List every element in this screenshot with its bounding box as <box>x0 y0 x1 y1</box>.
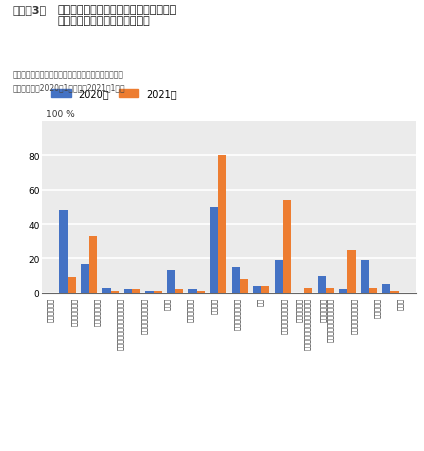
Text: ホテル: ホテル <box>164 298 170 310</box>
Text: リゾート施設: リゾート施設 <box>187 298 194 322</box>
Bar <box>339 290 347 293</box>
Text: 郊外型ショッピングセンター: 郊外型ショッピングセンター <box>117 298 124 350</box>
Bar <box>124 290 132 293</box>
Bar <box>240 280 248 293</box>
Text: 出所：ニッセイ基礎研究所「不動産市況アンケート」: 出所：ニッセイ基礎研究所「不動産市況アンケート」 <box>13 70 124 79</box>
Text: ヘルスケア不動産: ヘルスケア不動産 <box>234 298 241 330</box>
Bar <box>361 261 369 293</box>
Bar <box>261 286 269 293</box>
Text: 賃貸マンション: 賃貸マンション <box>71 298 77 326</box>
Text: 底地: 底地 <box>257 298 264 306</box>
Bar <box>175 290 183 293</box>
Bar <box>253 286 261 293</box>
Text: 都市型商業ビル: 都市型商業ビル <box>94 298 101 326</box>
Bar <box>232 267 240 293</box>
Bar <box>318 276 326 293</box>
Text: 今後、価格上昇や市場拡大が期待できる
セクター（前回調査との比較）: 今後、価格上昇や市場拡大が期待できる セクター（前回調査との比較） <box>57 5 176 26</box>
Bar <box>81 264 89 293</box>
Bar <box>326 288 334 293</box>
Bar <box>145 291 153 293</box>
Bar <box>283 201 291 293</box>
Bar <box>67 278 76 293</box>
Bar <box>103 288 111 293</box>
Bar <box>369 288 377 293</box>
Bar <box>132 290 140 293</box>
Text: 物流施設: 物流施設 <box>211 298 217 313</box>
Bar <box>391 291 399 293</box>
Text: ［図表3］: ［図表3］ <box>13 5 47 14</box>
Bar <box>59 211 67 293</box>
Bar <box>197 291 205 293</box>
Text: 100 %: 100 % <box>46 109 75 118</box>
Text: データセンターなど: データセンターなど <box>281 298 287 334</box>
Text: 海外不動産: 海外不動産 <box>374 298 380 318</box>
Bar <box>189 290 197 293</box>
Text: （調査時点：2020年1月および2021年1月）: （調査時点：2020年1月および2021年1月） <box>13 83 126 92</box>
Bar <box>89 237 97 293</box>
Bar <box>347 250 355 293</box>
Bar <box>275 261 283 293</box>
Bar <box>218 156 226 293</box>
Text: エネルギー関連施設: エネルギー関連施設 <box>351 298 357 334</box>
Text: オフィスビル: オフィスビル <box>47 298 54 322</box>
Text: 産業関連施設
（倉庫・上下水道施設など）: 産業関連施設 （倉庫・上下水道施設など） <box>296 298 310 350</box>
Bar <box>111 291 119 293</box>
Text: アウトレットモール: アウトレットモール <box>141 298 148 334</box>
Bar <box>153 291 162 293</box>
Bar <box>210 207 218 293</box>
Text: その他: その他 <box>397 298 404 310</box>
Bar <box>304 288 312 293</box>
Bar <box>167 271 175 293</box>
Legend: 2020年, 2021年: 2020年, 2021年 <box>47 86 181 103</box>
Text: インフラ施設
（太陽光発電施設など）: インフラ施設 （太陽光発電施設など） <box>320 298 334 341</box>
Bar <box>382 285 391 293</box>
